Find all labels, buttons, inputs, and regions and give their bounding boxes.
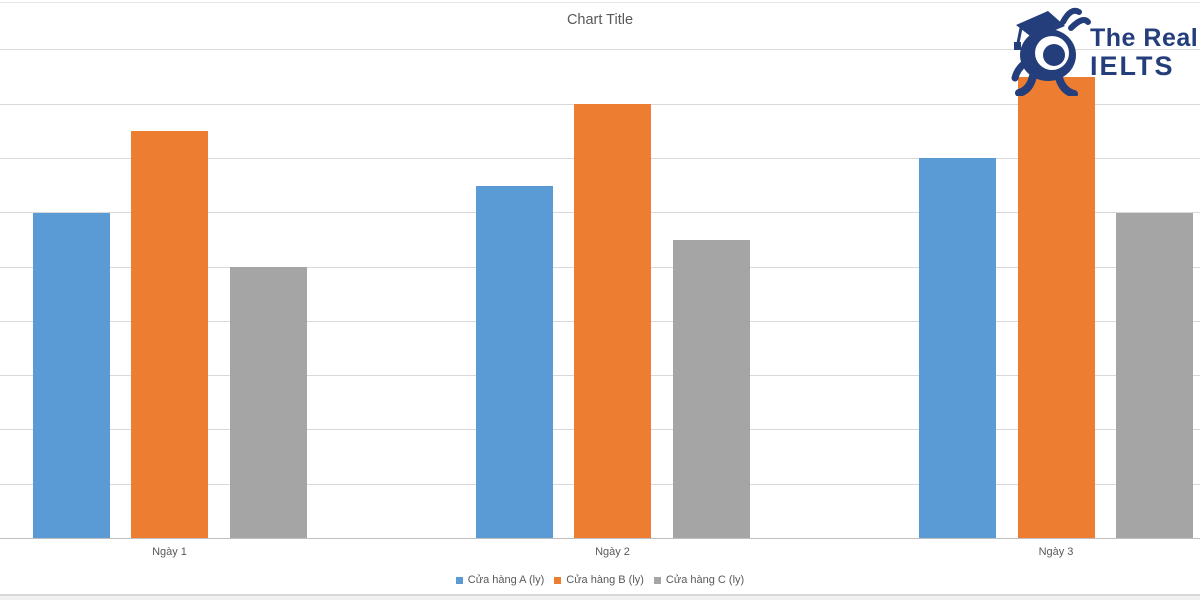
logo: The Real IELTS	[1000, 0, 1200, 100]
mascot-icon	[1011, 7, 1091, 96]
legend-swatch	[554, 576, 562, 584]
logo-text-line2: IELTS	[1090, 51, 1175, 81]
legend: Cửa hàng A (ly) Cửa hàng B (ly) Cửa hàng C…	[0, 572, 1200, 588]
gridline	[0, 49, 1200, 51]
logo-text-line1: The Real	[1090, 24, 1199, 52]
bar	[1116, 212, 1193, 539]
bar	[475, 185, 553, 539]
bar	[32, 212, 110, 539]
category-label: Ngày 2	[595, 546, 630, 558]
bar	[1017, 76, 1095, 539]
bar	[131, 131, 208, 539]
legend-swatch	[653, 576, 661, 584]
bar	[574, 104, 651, 539]
legend-label: Cửa hàng B (ly)	[566, 574, 644, 586]
bottom-strip	[0, 596, 1200, 600]
legend-item: Cửa hàng B (ly)	[554, 574, 644, 586]
bottom-divider	[0, 594, 1200, 596]
legend-label: Cửa hàng C (ly)	[665, 574, 745, 586]
bar	[919, 158, 996, 539]
legend-item: Cửa hàng C (ly)	[653, 574, 745, 586]
logo-text: The Real IELTS	[1090, 25, 1198, 81]
legend-label: Cửa hàng A (ly)	[467, 574, 545, 586]
top-divider	[0, 2, 1200, 3]
legend-item: Cửa hàng A (ly)	[455, 574, 545, 586]
legend-swatch	[455, 576, 463, 584]
x-axis-line	[0, 538, 1200, 539]
bar	[229, 267, 307, 539]
category-label: Ngày 1	[152, 546, 187, 558]
category-label: Ngày 3	[1038, 546, 1074, 558]
chart-title: Chart Title	[566, 12, 634, 28]
bar	[672, 239, 750, 539]
